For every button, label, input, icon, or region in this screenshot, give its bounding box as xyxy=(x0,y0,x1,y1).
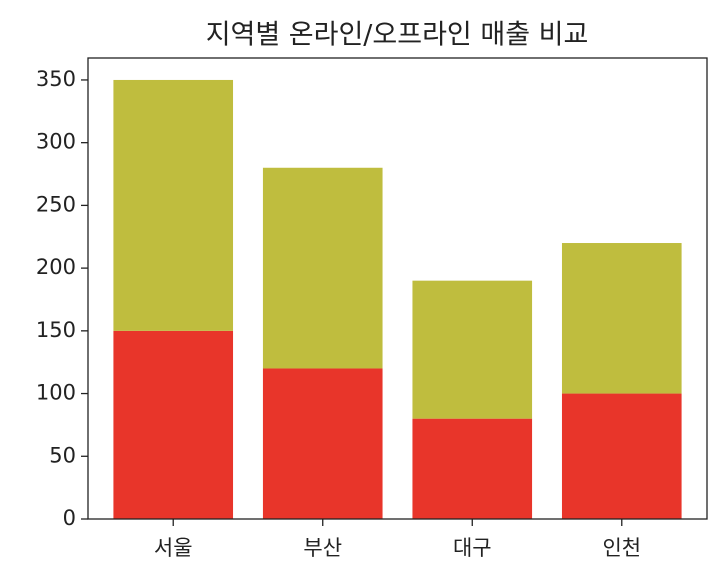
bar-segment xyxy=(113,330,234,519)
bar-segment xyxy=(262,167,383,369)
x-tick-label: 부산 xyxy=(303,536,342,560)
y-tick-label: 350 xyxy=(36,67,76,91)
bar-segment xyxy=(262,368,383,519)
y-tick-label: 150 xyxy=(36,318,76,342)
x-tick-label: 서울 xyxy=(154,536,193,560)
bar-segment xyxy=(113,79,234,331)
x-tick-label: 대구 xyxy=(453,536,492,560)
bar-segment xyxy=(412,280,533,419)
y-tick-label: 250 xyxy=(36,192,76,216)
bar-segment xyxy=(561,393,682,519)
y-tick-label: 0 xyxy=(63,506,76,530)
y-tick-label: 100 xyxy=(36,381,76,405)
bar-segment xyxy=(412,418,533,519)
chart-title: 지역별 온라인/오프라인 매출 비교 xyxy=(206,20,589,51)
y-tick-label: 200 xyxy=(36,255,76,279)
y-tick-label: 50 xyxy=(49,443,76,467)
x-tick-label: 인천 xyxy=(602,536,641,560)
y-tick-label: 300 xyxy=(36,130,76,154)
plot-frame xyxy=(87,57,708,520)
bar-segment xyxy=(561,243,682,394)
